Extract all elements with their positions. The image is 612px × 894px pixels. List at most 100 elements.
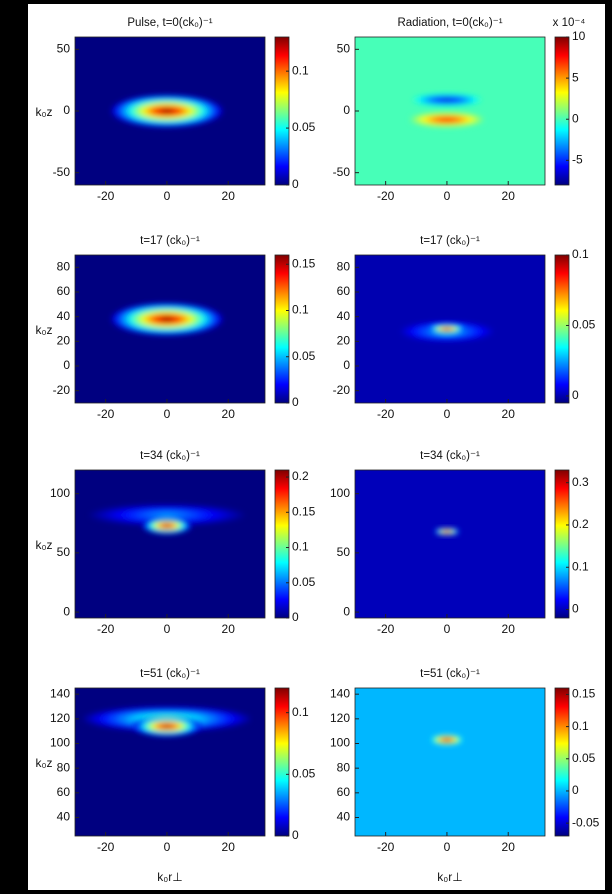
- y-tick-label: -20: [53, 383, 71, 397]
- plot-frame: [354, 469, 546, 619]
- blob-ring: [164, 524, 170, 527]
- plot-frame: [74, 687, 266, 837]
- colorbar-tick-label: 0.15: [572, 687, 596, 701]
- heatmap-field: [431, 734, 463, 745]
- x-tick-label: 20: [222, 189, 236, 203]
- panel-title: t=34 (ck₀)⁻¹: [420, 450, 480, 462]
- colorbar-tick-label: -5: [572, 153, 583, 167]
- colorbar-tick-label: 0: [572, 388, 579, 402]
- y-axis-label: k₀z: [36, 756, 53, 770]
- colorbar-tick-label: 10: [572, 29, 586, 43]
- colorbar: [554, 36, 570, 186]
- heatmap-blob: [111, 94, 223, 128]
- heatmap-blob: [90, 504, 244, 526]
- colorbar: [554, 254, 570, 404]
- y-tick-label: 100: [330, 736, 350, 750]
- plot-frame: [354, 254, 546, 404]
- blob-ring: [161, 109, 173, 113]
- y-tick-label: 0: [63, 103, 70, 117]
- plot-frame: [74, 469, 266, 619]
- heatmap-field: [84, 706, 250, 737]
- colorbar-tick-label: 0.15: [292, 504, 316, 518]
- heatmap-blob: [413, 93, 481, 107]
- colorbar-tick-label: 0.1: [292, 63, 309, 77]
- y-tick-label: -50: [53, 165, 71, 179]
- colorbar-tick-label: 0: [572, 111, 579, 125]
- colorbar: [554, 687, 570, 837]
- colorbar: [274, 469, 290, 619]
- y-tick-label: 0: [343, 358, 350, 372]
- colorbar-tick-label: 0: [292, 177, 299, 191]
- blob-ring: [163, 725, 171, 728]
- colorbar-tick-label: 0: [292, 828, 299, 842]
- y-tick-label: -50: [333, 165, 351, 179]
- x-tick-label: -20: [97, 407, 115, 421]
- y-tick-label: 40: [57, 810, 71, 824]
- y-tick-label: 80: [57, 760, 71, 774]
- x-tick-label: 0: [444, 840, 451, 854]
- y-tick-label: 60: [337, 785, 351, 799]
- x-tick-label: 20: [502, 622, 516, 636]
- heatmap-field: [434, 528, 460, 536]
- colorbar-tick-label: 0.1: [292, 540, 309, 554]
- colorbar-tick-label: 0.15: [292, 256, 316, 270]
- y-tick-label: 60: [57, 785, 71, 799]
- colorbar-tick-label: 0.05: [292, 575, 316, 589]
- heatmap-field: [410, 93, 484, 128]
- x-tick-label: 0: [444, 622, 451, 636]
- panel-title: t=51 (ck₀)⁻¹: [420, 668, 480, 680]
- blob-ring: [445, 739, 449, 741]
- colorbar: [274, 36, 290, 186]
- heatmap-blob: [434, 528, 460, 536]
- heatmap-field: [111, 303, 223, 336]
- x-tick-label: 20: [222, 840, 236, 854]
- y-tick-label: 80: [337, 760, 351, 774]
- heatmap-field: [111, 94, 223, 128]
- x-tick-label: 0: [164, 840, 171, 854]
- y-tick-label: 0: [343, 604, 350, 618]
- y-tick-label: 120: [330, 711, 350, 725]
- heatmap-blob: [133, 716, 201, 737]
- colorbar-tick-label: 0.2: [292, 469, 309, 483]
- y-tick-label: -20: [333, 383, 351, 397]
- colorbar-tick-label: 0.05: [292, 767, 316, 781]
- y-axis-label: k₀z: [36, 323, 53, 337]
- colorbar-tick-label: 0.1: [292, 303, 309, 317]
- x-axis-label: k₀r⊥: [157, 870, 182, 884]
- plot-background: [355, 688, 545, 836]
- x-tick-label: 0: [164, 407, 171, 421]
- blob-ring: [443, 118, 451, 121]
- plot-background: [75, 470, 265, 618]
- heatmap-blob: [142, 517, 192, 534]
- colorbar-tick-label: 0: [292, 395, 299, 409]
- x-tick-label: 20: [502, 840, 516, 854]
- x-tick-label: -20: [97, 840, 115, 854]
- y-tick-label: 20: [57, 334, 71, 348]
- colorbar-tick-label: 0.1: [572, 719, 589, 733]
- heatmap-field: [400, 321, 493, 342]
- colorbar-tick-label: 0.1: [292, 705, 309, 719]
- x-tick-label: -20: [97, 622, 115, 636]
- y-tick-label: 80: [337, 260, 351, 274]
- y-tick-label: 50: [337, 42, 351, 56]
- colorbar-tick-label: 0.05: [572, 318, 596, 332]
- heatmap-field: [90, 504, 244, 534]
- x-tick-label: -20: [377, 840, 395, 854]
- y-tick-label: 40: [337, 810, 351, 824]
- colorbar-multiplier: x 10⁻⁴: [553, 17, 586, 29]
- x-tick-label: 20: [502, 407, 516, 421]
- blob-ring: [159, 513, 175, 517]
- y-tick-label: 0: [63, 358, 70, 372]
- x-tick-label: 20: [222, 622, 236, 636]
- x-tick-label: 20: [502, 189, 516, 203]
- y-axis-label: k₀z: [36, 538, 53, 552]
- x-tick-label: -20: [377, 622, 395, 636]
- y-tick-label: 120: [50, 711, 70, 725]
- colorbar: [554, 469, 570, 619]
- y-tick-label: 0: [63, 604, 70, 618]
- plot-frame: [354, 687, 546, 837]
- heatmap-blob: [111, 303, 223, 336]
- colorbar: [274, 687, 290, 837]
